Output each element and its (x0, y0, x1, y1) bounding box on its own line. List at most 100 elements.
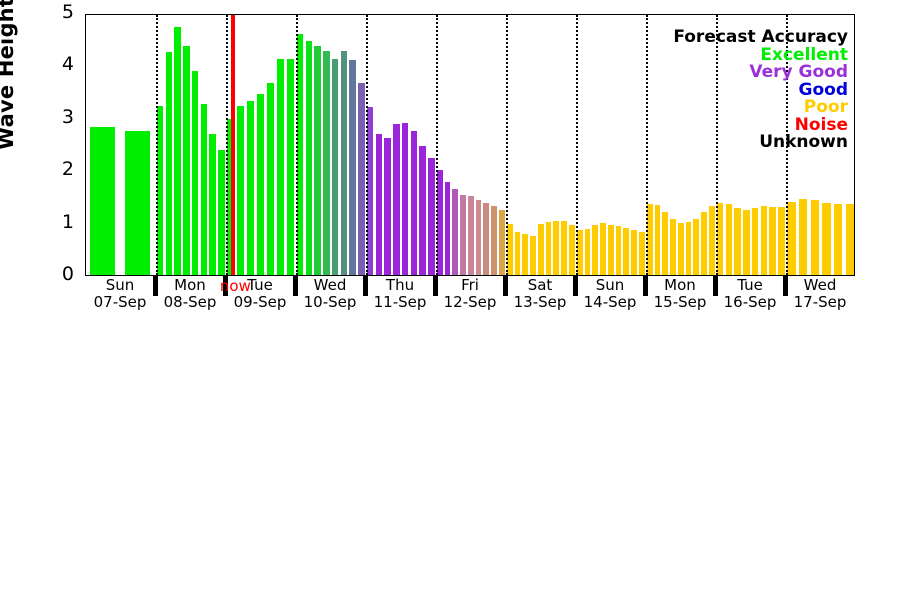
bar (499, 210, 505, 275)
day-of-week: Tue (247, 276, 273, 294)
x-axis-day-label: Sun 14-Sep (575, 277, 645, 311)
legend-item-poor: Poor (803, 97, 848, 117)
day-separator (576, 15, 578, 275)
bar (305, 40, 313, 275)
x-axis: Sun 07-Sep Mon 08-Sep Tue 09-Sep Wed 10-Sep Thu 1… (85, 276, 855, 322)
bar (537, 224, 544, 275)
bar (296, 34, 304, 275)
day-boundary-tick (712, 276, 718, 296)
day-of-week: Sun (105, 276, 135, 294)
day-of-week: Wed (313, 276, 347, 294)
bar (833, 203, 843, 275)
bar (760, 206, 768, 275)
day-separator (646, 15, 648, 275)
bar (393, 124, 400, 275)
day-of-week: Mon (174, 276, 206, 294)
day-date: 15-Sep (653, 293, 707, 311)
legend: Forecast Accuracy Excellent Very Good Go… (673, 27, 848, 152)
bar (845, 204, 855, 275)
x-axis-day-label: Sat 13-Sep (505, 277, 575, 311)
bar (725, 203, 733, 275)
x-axis-day-label: Wed 17-Sep (785, 277, 855, 311)
day-date: 17-Sep (793, 293, 847, 311)
bar (428, 158, 435, 275)
day-separator (436, 15, 438, 275)
legend-item-excellent: Excellent (760, 44, 848, 65)
bar-series (86, 15, 855, 275)
bar (631, 230, 637, 275)
y-tick-label: 0 (61, 263, 74, 285)
day-date: 11-Sep (373, 293, 427, 311)
bar (475, 200, 482, 275)
day-boundary-tick (642, 276, 648, 296)
bar (483, 202, 490, 275)
bar (366, 106, 374, 275)
bar (323, 50, 330, 275)
day-of-week: Sun (595, 276, 625, 294)
x-axis-day-label: Sun 07-Sep (85, 277, 155, 311)
bar (209, 133, 216, 275)
day-separator (786, 15, 788, 275)
bar (787, 201, 796, 275)
bar (506, 224, 513, 275)
bar (670, 219, 676, 275)
legend-title: Forecast Accuracy (673, 27, 848, 47)
bar (191, 70, 199, 275)
bar (174, 27, 181, 275)
day-separator (156, 15, 158, 275)
day-boundary-tick (292, 276, 298, 296)
bar (778, 206, 785, 275)
bar (769, 206, 776, 275)
bar (218, 150, 225, 275)
bar (639, 232, 645, 275)
bar (183, 46, 190, 275)
day-date: 16-Sep (723, 293, 777, 311)
day-boundary-tick (572, 276, 578, 296)
y-axis-label: Wave Height, ft (0, 0, 18, 150)
bar (287, 58, 295, 275)
bar (277, 58, 285, 275)
bar (257, 94, 265, 275)
bar (584, 228, 591, 275)
day-boundary-tick (222, 276, 228, 296)
x-axis-day-label: Mon 15-Sep (645, 277, 715, 311)
day-date: 09-Sep (233, 293, 287, 311)
bar (200, 104, 208, 275)
bar (607, 224, 614, 275)
bar (358, 82, 365, 275)
bar (693, 218, 700, 275)
legend-item-very-good: Very Good (749, 62, 848, 82)
day-of-week: Sat (527, 276, 553, 294)
bar (247, 100, 255, 275)
bar (716, 202, 724, 275)
x-axis-day-label: Wed 10-Sep (295, 277, 365, 311)
bar (237, 106, 245, 275)
bar (522, 233, 529, 275)
bar (569, 225, 575, 275)
bar (701, 212, 707, 275)
day-separator (506, 15, 508, 275)
day-boundary-tick (782, 276, 788, 296)
day-of-week: Thu (385, 276, 415, 294)
bar (685, 221, 692, 275)
bar (444, 181, 451, 275)
legend-item-noise: Noise (794, 114, 848, 135)
bar (436, 170, 443, 275)
bar (798, 199, 808, 275)
y-tick-label: 4 (61, 53, 74, 76)
bar (314, 46, 321, 275)
day-date: 14-Sep (583, 293, 637, 311)
legend-item-good: Good (798, 79, 848, 100)
legend-item-unknown: Unknown (759, 132, 848, 152)
day-separator (296, 15, 298, 275)
bar (401, 123, 409, 275)
day-separator (366, 15, 368, 275)
bar (561, 221, 567, 275)
bar (156, 106, 164, 275)
now-marker-line (230, 15, 235, 275)
bar (384, 138, 391, 275)
now-marker-label: now (219, 277, 251, 295)
bar (89, 126, 116, 275)
y-tick-label: 3 (61, 105, 74, 128)
